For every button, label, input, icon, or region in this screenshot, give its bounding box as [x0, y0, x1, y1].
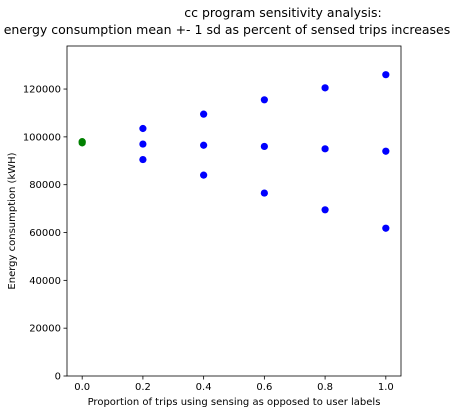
x-axis-label: Proportion of trips using sensing as opp… — [88, 397, 381, 408]
data-point — [321, 206, 328, 213]
data-point — [321, 145, 328, 152]
data-point — [139, 125, 146, 132]
x-tick-label: 0.4 — [196, 382, 212, 393]
x-tick-label: 0.0 — [74, 382, 90, 393]
x-tick-label: 0.8 — [317, 382, 333, 393]
y-tick-label: 120000 — [23, 85, 61, 96]
y-tick-label: 60000 — [29, 228, 61, 239]
data-point — [79, 138, 86, 145]
data-point — [382, 148, 389, 155]
plot-area-frame — [67, 46, 401, 376]
y-tick-label: 80000 — [29, 180, 61, 191]
x-tick-label: 1.0 — [378, 382, 394, 393]
data-point — [139, 140, 146, 147]
data-point — [200, 172, 207, 179]
data-point — [382, 71, 389, 78]
data-point — [261, 189, 268, 196]
y-tick-label: 100000 — [23, 132, 61, 143]
data-point — [200, 142, 207, 149]
data-point — [200, 111, 207, 118]
y-tick-label: 20000 — [29, 324, 61, 335]
y-tick-label: 40000 — [29, 276, 61, 287]
x-tick-label: 0.6 — [256, 382, 272, 393]
data-point — [261, 143, 268, 150]
x-tick-label: 0.2 — [135, 382, 151, 393]
data-point — [139, 156, 146, 163]
chart-subtitle: energy consumption mean +- 1 sd as perce… — [4, 22, 451, 37]
data-point — [261, 96, 268, 103]
axis-ticks: 0.0 0.2 0.4 0.6 0.8 1.0 0 20000 40000 60000 80000 1… — [23, 85, 394, 393]
data-points — [79, 71, 390, 232]
chart-title: cc program sensitivity analysis: — [184, 5, 382, 20]
data-point — [382, 225, 389, 232]
data-point — [321, 84, 328, 91]
y-tick-label: 0 — [55, 372, 61, 383]
y-axis-label: Energy consumption (kWH) — [7, 152, 18, 289]
